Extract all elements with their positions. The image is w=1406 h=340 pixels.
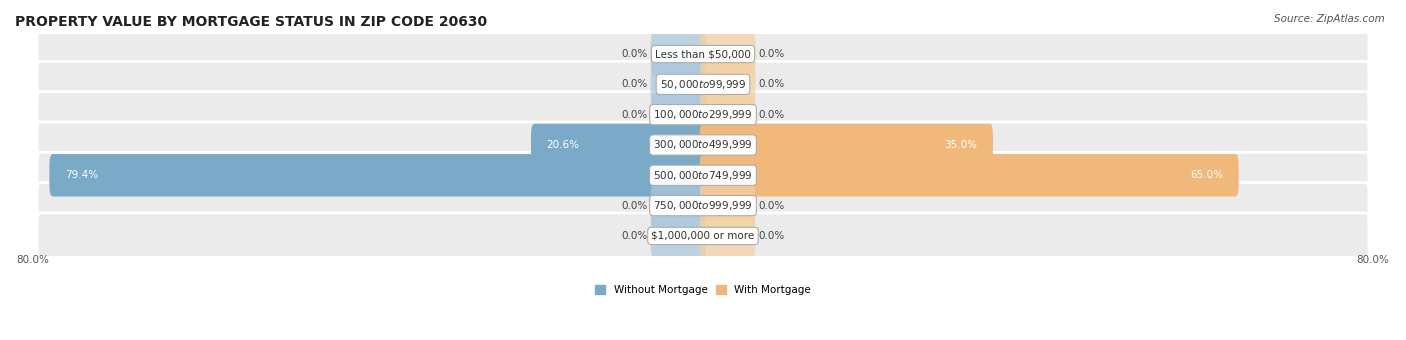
FancyBboxPatch shape bbox=[49, 154, 706, 197]
Text: 0.0%: 0.0% bbox=[621, 110, 647, 120]
Text: $750,000 to $999,999: $750,000 to $999,999 bbox=[654, 199, 752, 212]
FancyBboxPatch shape bbox=[37, 183, 1369, 228]
FancyBboxPatch shape bbox=[651, 33, 706, 75]
FancyBboxPatch shape bbox=[700, 154, 1239, 197]
FancyBboxPatch shape bbox=[651, 63, 706, 105]
Text: 0.0%: 0.0% bbox=[759, 110, 785, 120]
Text: 65.0%: 65.0% bbox=[1189, 170, 1223, 180]
Text: PROPERTY VALUE BY MORTGAGE STATUS IN ZIP CODE 20630: PROPERTY VALUE BY MORTGAGE STATUS IN ZIP… bbox=[15, 15, 486, 29]
Text: $300,000 to $499,999: $300,000 to $499,999 bbox=[654, 138, 752, 152]
Text: 20.6%: 20.6% bbox=[547, 140, 579, 150]
Legend: Without Mortgage, With Mortgage: Without Mortgage, With Mortgage bbox=[591, 281, 815, 299]
Text: Less than $50,000: Less than $50,000 bbox=[655, 49, 751, 59]
Text: $500,000 to $749,999: $500,000 to $749,999 bbox=[654, 169, 752, 182]
Text: 0.0%: 0.0% bbox=[621, 79, 647, 89]
FancyBboxPatch shape bbox=[700, 215, 755, 257]
FancyBboxPatch shape bbox=[531, 124, 706, 166]
FancyBboxPatch shape bbox=[651, 94, 706, 136]
Text: $50,000 to $99,999: $50,000 to $99,999 bbox=[659, 78, 747, 91]
FancyBboxPatch shape bbox=[37, 91, 1369, 138]
Text: 0.0%: 0.0% bbox=[759, 201, 785, 210]
FancyBboxPatch shape bbox=[700, 94, 755, 136]
Text: 0.0%: 0.0% bbox=[759, 231, 785, 241]
FancyBboxPatch shape bbox=[700, 33, 755, 75]
Text: Source: ZipAtlas.com: Source: ZipAtlas.com bbox=[1274, 14, 1385, 23]
Text: $1,000,000 or more: $1,000,000 or more bbox=[651, 231, 755, 241]
Text: 0.0%: 0.0% bbox=[759, 79, 785, 89]
FancyBboxPatch shape bbox=[700, 63, 755, 105]
FancyBboxPatch shape bbox=[700, 124, 993, 166]
Text: 0.0%: 0.0% bbox=[621, 49, 647, 59]
Text: 80.0%: 80.0% bbox=[1357, 255, 1389, 265]
FancyBboxPatch shape bbox=[37, 122, 1369, 168]
Text: 0.0%: 0.0% bbox=[621, 201, 647, 210]
FancyBboxPatch shape bbox=[37, 61, 1369, 107]
Text: 35.0%: 35.0% bbox=[945, 140, 977, 150]
FancyBboxPatch shape bbox=[37, 213, 1369, 259]
FancyBboxPatch shape bbox=[651, 215, 706, 257]
FancyBboxPatch shape bbox=[37, 31, 1369, 77]
FancyBboxPatch shape bbox=[700, 184, 755, 227]
Text: $100,000 to $299,999: $100,000 to $299,999 bbox=[654, 108, 752, 121]
Text: 79.4%: 79.4% bbox=[65, 170, 98, 180]
Text: 0.0%: 0.0% bbox=[621, 231, 647, 241]
Text: 0.0%: 0.0% bbox=[759, 49, 785, 59]
FancyBboxPatch shape bbox=[651, 184, 706, 227]
FancyBboxPatch shape bbox=[37, 152, 1369, 198]
Text: 80.0%: 80.0% bbox=[17, 255, 49, 265]
